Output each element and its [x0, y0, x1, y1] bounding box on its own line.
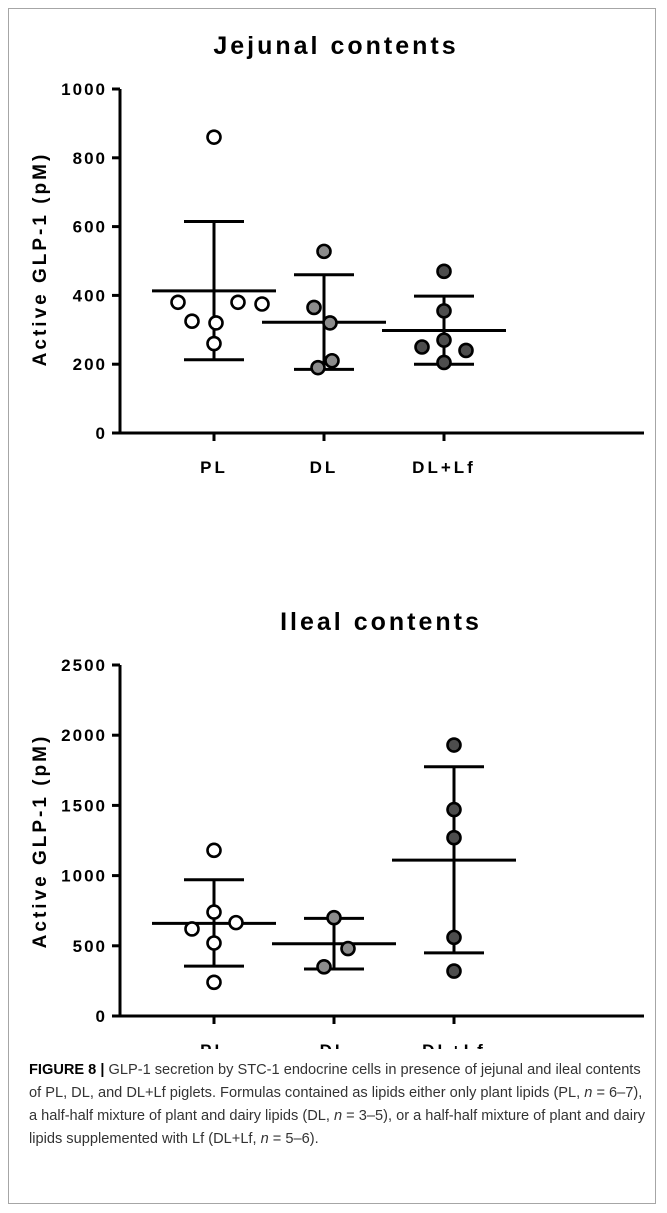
- series-dl: [272, 909, 396, 975]
- data-point: [208, 315, 224, 331]
- data-point: [322, 315, 338, 331]
- data-point: [206, 935, 222, 951]
- chart-title: Jejunal contents: [213, 32, 458, 60]
- data-point: [206, 335, 222, 352]
- data-point: [184, 921, 200, 937]
- data-point: [458, 342, 474, 359]
- y-tick-label: 400: [73, 286, 107, 305]
- series-dl-plus-lf: [382, 263, 506, 371]
- x-tick-label: DL: [320, 1041, 349, 1049]
- chart-title: Ileal contents: [280, 608, 482, 636]
- series-pl: [152, 842, 276, 991]
- caption-text-4: = 5–6).: [268, 1131, 319, 1147]
- y-tick-label: 200: [73, 355, 107, 374]
- data-point: [324, 352, 340, 369]
- data-point: [254, 296, 270, 312]
- data-point: [446, 929, 462, 946]
- data-point: [206, 129, 222, 145]
- data-point: [446, 737, 462, 753]
- data-point: [436, 332, 452, 348]
- y-axis-label: Active GLP-1 (pM): [30, 152, 51, 367]
- data-point: [436, 263, 452, 280]
- y-tick-label: 0: [96, 424, 107, 443]
- figure-label: FIGURE 8 |: [29, 1062, 105, 1078]
- x-tick-label: DL+Lf: [412, 458, 476, 477]
- caption-n-1: n: [584, 1085, 593, 1101]
- y-tick-label: 1000: [61, 867, 107, 886]
- y-tick-label: 2000: [61, 726, 107, 745]
- y-tick-label: 1000: [61, 80, 107, 99]
- y-tick-label: 800: [73, 149, 107, 168]
- series-dl-plus-lf: [392, 737, 516, 979]
- x-tick-label: DL: [310, 458, 339, 477]
- y-tick-label: 500: [73, 937, 107, 956]
- data-point: [206, 974, 222, 991]
- data-point: [184, 313, 200, 330]
- caption-text-1: GLP-1 secretion by STC-1 endocrine cells…: [29, 1062, 641, 1101]
- data-point: [340, 940, 356, 957]
- x-tick-label: PL: [200, 458, 228, 477]
- series-pl: [152, 129, 276, 362]
- x-tick-label: DL+Lf: [422, 1041, 486, 1049]
- data-point: [170, 294, 186, 311]
- data-point: [326, 909, 342, 926]
- data-point: [230, 294, 246, 311]
- figure-caption: FIGURE 8 | GLP-1 secretion by STC-1 endo…: [29, 1059, 651, 1151]
- data-point: [446, 801, 462, 818]
- y-tick-label: 600: [73, 218, 107, 237]
- chart-panel-1: Jejunal contents Active GLP-1 (pM) 0 200 400…: [30, 32, 644, 477]
- data-point: [306, 299, 322, 316]
- caption-text-2: = 6–7), a half-half mixture of plant and…: [29, 1085, 643, 1124]
- data-point: [446, 829, 462, 846]
- figure-frame: Jejunal contents Active GLP-1 (pM) 0 200 400…: [8, 8, 656, 1204]
- data-point: [206, 842, 222, 859]
- data-point: [446, 963, 462, 979]
- y-axis-label: Active GLP-1 (pM): [30, 734, 51, 949]
- series-dl: [262, 243, 386, 376]
- data-point: [316, 243, 332, 260]
- y-tick-label: 1500: [61, 796, 107, 815]
- data-point: [436, 354, 452, 371]
- y-tick-label: 0: [96, 1007, 107, 1026]
- y-tick-label: 2500: [61, 656, 107, 675]
- chart-panel-2: Ileal contents Active GLP-1 (pM) 0 500 1000 1…: [30, 608, 644, 1049]
- data-point: [228, 914, 244, 931]
- caption-text-3: = 3–5), or a half-half mixture of plant …: [29, 1108, 646, 1147]
- data-point: [310, 359, 326, 376]
- data-point: [206, 904, 222, 920]
- data-point: [316, 959, 332, 975]
- caption-n-2: n: [334, 1108, 343, 1124]
- data-point: [436, 303, 452, 319]
- data-point: [414, 339, 430, 355]
- figure-charts: Jejunal contents Active GLP-1 (pM) 0 200 400…: [30, 32, 644, 1049]
- x-tick-label: PL: [200, 1041, 228, 1049]
- caption-n-3: n: [260, 1131, 269, 1147]
